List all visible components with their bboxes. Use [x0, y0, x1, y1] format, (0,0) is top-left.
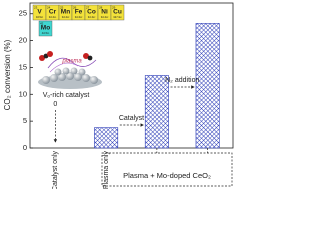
element-cell: [110, 4, 125, 21]
bar: [195, 23, 220, 149]
y-tick-label: 15: [19, 62, 27, 71]
catalyst-illustration: [38, 51, 102, 89]
element-symbol: Cr: [49, 9, 57, 16]
element-config: 3d⁷4s²: [88, 15, 96, 19]
y-tick-label: 0: [23, 143, 27, 152]
element-number: 25: [60, 5, 64, 9]
x-tick-label: Plasma only: [103, 151, 110, 189]
element-number: 24: [47, 5, 51, 9]
element-symbol: Co: [87, 9, 96, 16]
group-label: Plasma + Mo-doped CeO₂: [123, 171, 211, 180]
y-tick-label: 5: [23, 116, 27, 125]
plot-frame: [29, 2, 234, 149]
annotation: Catalyst: [119, 115, 144, 122]
element-number: 42: [40, 21, 44, 25]
y-tick-label: 25: [19, 9, 27, 18]
annotation: N₂ addition: [165, 77, 199, 84]
element-number: 29: [112, 5, 116, 9]
element-config: 3d⁵4s²: [62, 15, 70, 19]
plasma-label: plasma: [61, 59, 82, 65]
element-symbol: Fe: [75, 9, 83, 16]
element-config: 4d⁵5s¹: [42, 31, 50, 35]
bar: [94, 127, 119, 149]
element-symbol: Mn: [61, 9, 70, 16]
element-config: 3d⁵4s¹: [49, 15, 57, 19]
element-number: 28: [99, 5, 103, 9]
y-tick-label: 20: [19, 36, 27, 45]
y-axis-label: CO₂ conversion (%): [3, 39, 12, 110]
bar: [144, 75, 169, 149]
element-config: 3d³4s²: [36, 15, 43, 19]
catalyst-label: Vₒ-rich catalyst: [43, 92, 90, 99]
element-config: 3d⁸4s²: [101, 15, 109, 19]
value-label: 0: [53, 101, 57, 108]
x-tick-label: Catalyst only: [52, 151, 59, 189]
element-number: 23: [34, 5, 38, 9]
element-symbol: Mo: [41, 25, 50, 32]
group-box: [101, 152, 233, 187]
element-number: 27: [86, 5, 90, 9]
y-tick-label: 10: [19, 89, 27, 98]
element-symbol: Cu: [113, 9, 122, 16]
element-config: 3d¹⁰4s¹: [113, 15, 122, 19]
element-symbol: V: [37, 9, 42, 16]
page: {"chart_data": { "type": "bar", "y_label…: [3, 2, 234, 192]
element-symbol: Ni: [101, 9, 108, 16]
element-number: 26: [73, 5, 77, 9]
element-config: 3d⁶4s²: [75, 15, 83, 19]
element-cell: [38, 20, 53, 37]
